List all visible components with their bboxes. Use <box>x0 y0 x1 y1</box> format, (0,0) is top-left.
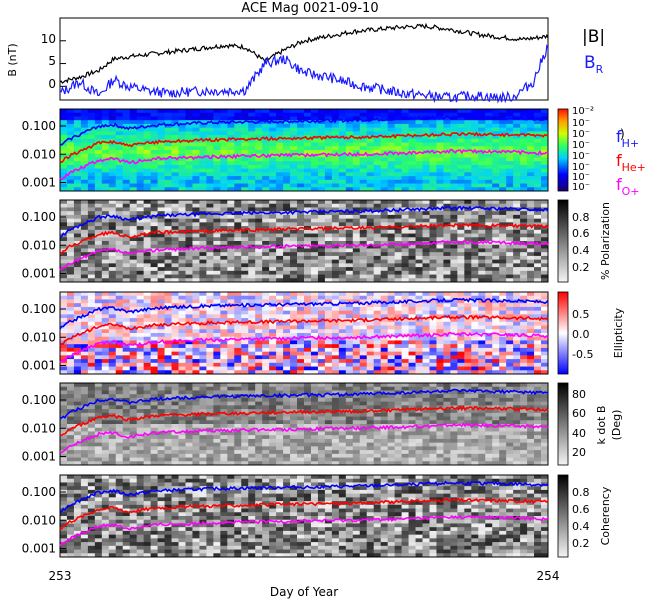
series-fo-line <box>59 239 549 271</box>
colorbar-kdotb-tick: 80 <box>572 388 586 401</box>
colorbar-power-tick: 10⁻ <box>572 118 590 129</box>
series-fhe-line <box>59 405 549 437</box>
series-fo-line <box>59 331 549 364</box>
colorbar-polarization-tick: 0.8 <box>572 211 590 224</box>
freq-ytick-label: 0.010 <box>22 330 56 344</box>
colorbar-power-tick: 10⁻ <box>572 140 590 151</box>
freq-ytick-label: 0.001 <box>22 541 56 555</box>
freq-ytick-label: 0.100 <box>22 119 56 133</box>
freq-ytick-label: 0.001 <box>22 449 56 463</box>
series-fh-line <box>59 480 549 514</box>
panel-power-spectrogram: 0.100 0.010 0.001 <box>22 108 549 192</box>
colorbar-coherency-tick: 0.4 <box>572 520 590 533</box>
colorbar-kdotb-tick: 40 <box>572 427 586 440</box>
series-fh-line <box>59 388 549 420</box>
freq-ytick-label: 0.100 <box>22 302 56 316</box>
panel-gray2-spectrogram: 0.100 0.010 0.001 <box>22 474 549 558</box>
colorbar-kdotb-label: (Deg) <box>610 410 623 441</box>
colorbar-power <box>557 108 569 192</box>
series-fh-line <box>59 114 549 146</box>
colorbar-coherency-tick: 0.6 <box>572 503 590 516</box>
colorbar-polarization <box>557 199 569 283</box>
colorbar-power-tick: 10⁻ <box>572 182 590 193</box>
colorbar-power-tick: 10⁻ <box>572 162 590 173</box>
colorbar-polarization-tick: 0.2 <box>572 261 590 274</box>
series-fhe-line <box>59 131 549 164</box>
colorbar-polarization-tick: 0.6 <box>572 227 590 240</box>
colorbar-ellipticity-label: Ellipticity <box>612 307 625 358</box>
series-fo-line <box>59 422 549 454</box>
colorbar-ellipticity-tick: -0.5 <box>572 348 593 361</box>
series-fo-line <box>59 514 549 547</box>
freq-ytick-label: 0.001 <box>22 266 56 280</box>
legend-b-total: |B| <box>582 27 605 47</box>
series-b-total-line <box>59 22 549 84</box>
legend-f-o: fO+ <box>616 175 640 198</box>
colorbar-power-label: ) <box>620 127 625 141</box>
colorbar-polarization-label: % Polarization <box>599 202 612 280</box>
colorbar-coherency-label: Coherency <box>599 486 612 545</box>
freq-ytick-label: 0.001 <box>22 175 56 189</box>
bfield-ytick-label: 5 <box>48 54 56 68</box>
colorbar-kdotb <box>557 382 569 466</box>
freq-ytick-label: 0.010 <box>22 421 56 435</box>
panel-kdot-spectrogram: 0.100 0.010 0.001 <box>22 382 549 466</box>
colorbar-kdotb-tick: 60 <box>572 407 586 420</box>
series-b-radial-line <box>59 43 549 104</box>
series-fhe-line <box>59 314 549 347</box>
series-fh-line <box>59 205 549 238</box>
series-fhe-line <box>59 222 549 255</box>
colorbar-power-tick: 10⁻ <box>572 129 590 140</box>
freq-ytick-label: 0.010 <box>22 147 56 161</box>
colorbar-coherency-tick: 0.8 <box>572 486 590 499</box>
panel-ell-spectrogram: 0.100 0.010 0.001 <box>22 291 549 375</box>
legend-f-h: fH+ <box>616 127 639 150</box>
x-tick-label-254: 254 <box>537 569 560 583</box>
colorbar-power-tick: 10⁻ <box>572 151 590 162</box>
panel-gray-spectrogram: 0.100 0.010 0.001 <box>22 199 549 283</box>
legend-b-radial: BR <box>584 53 604 76</box>
colorbar-coherency-tick: 0.2 <box>572 537 590 550</box>
colorbar-ellipticity-tick: 0.5 <box>572 308 590 321</box>
freq-ytick-label: 0.100 <box>22 485 56 499</box>
series-fhe-line <box>59 497 549 531</box>
bfield-ytick-label: 10 <box>41 32 56 46</box>
freq-ytick-label: 0.100 <box>22 393 56 407</box>
colorbar-power-tick: 10⁻ <box>572 172 590 183</box>
freq-ytick-label: 0.010 <box>22 238 56 252</box>
colorbar-power-tick: 10⁻² <box>572 106 594 117</box>
figure-title: ACE Mag 0021-09-10 <box>241 1 378 16</box>
colorbar-kdotb-label: k dot B <box>595 406 608 445</box>
freq-ytick-label: 0.010 <box>22 513 56 527</box>
x-tick-label-253: 253 <box>49 569 72 583</box>
colorbar-kdotb-tick: 20 <box>572 446 586 459</box>
series-fo-line <box>59 148 549 181</box>
colorbar-ellipticity <box>557 291 569 375</box>
colorbar-coherency <box>557 474 569 558</box>
freq-ytick-label: 0.001 <box>22 358 56 372</box>
freq-ytick-label: 0.100 <box>22 210 56 224</box>
series-fh-line <box>59 297 549 330</box>
colorbar-polarization-tick: 0.4 <box>572 244 590 257</box>
legend-f-he: fHe+ <box>616 151 646 174</box>
panel-bfield: B (nT) 0 5 10 |B| BR <box>6 17 605 104</box>
bfield-ytick-label: 0 <box>48 77 56 91</box>
colorbar-ellipticity-tick: 0.0 <box>572 328 590 341</box>
bfield-ylabel: B (nT) <box>6 43 19 76</box>
x-axis-label: Day of Year <box>270 585 338 599</box>
